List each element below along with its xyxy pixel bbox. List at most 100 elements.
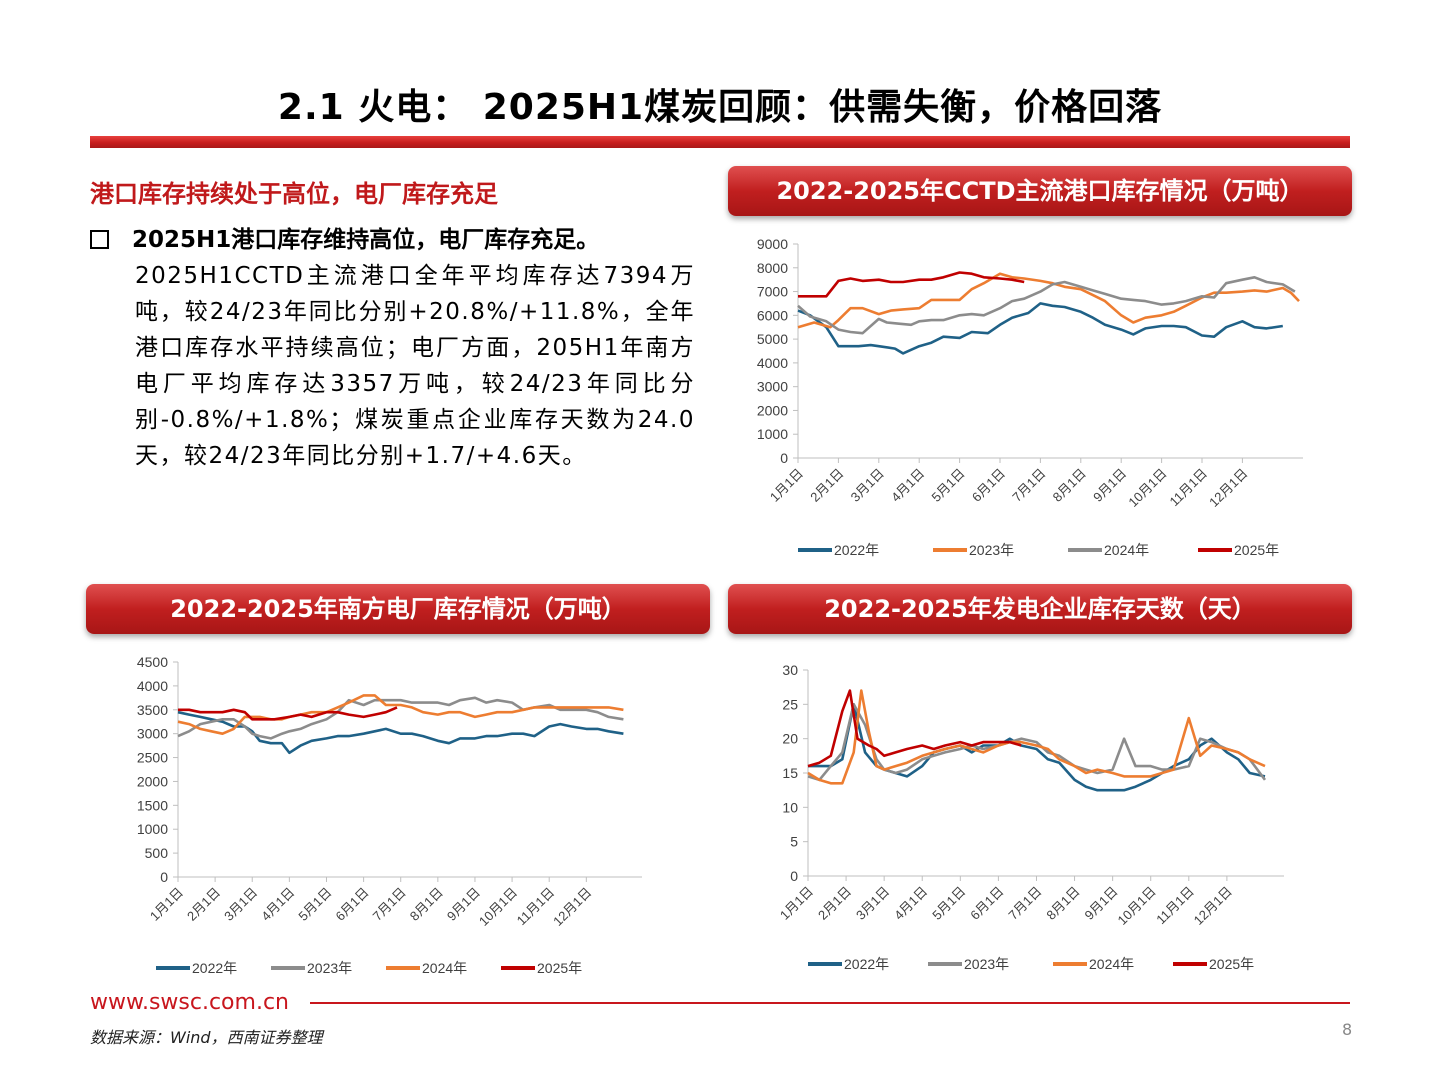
x-tick-label: 10月1日	[476, 885, 520, 929]
y-tick-label: 2500	[137, 750, 168, 766]
x-tick-label: 6月1日	[332, 885, 371, 924]
legend-label: 2024年	[1089, 956, 1134, 972]
y-tick-label: 6000	[757, 307, 788, 323]
plant-chart-title: 2022-2025年南方电厂库存情况（万吨）	[170, 595, 626, 623]
x-tick-label: 7月1日	[1009, 466, 1048, 505]
legend-label: 2022年	[192, 960, 237, 976]
legend-label: 2025年	[1209, 956, 1254, 972]
y-tick-label: 25	[782, 696, 798, 712]
x-tick-label: 1月1日	[147, 885, 186, 924]
x-tick-label: 2月1日	[815, 884, 854, 923]
port-inventory-chart: 0 1000 2000 3000 4000 5000 6000 7000 8000 9000 1月1…	[757, 236, 1303, 558]
y-tick-label: 5	[790, 834, 798, 850]
series-line-2023年	[177, 696, 624, 740]
x-tick-label: 7月1日	[1005, 884, 1044, 923]
y-tick-label: 15	[782, 765, 798, 781]
y-tick-label: 2000	[757, 402, 788, 418]
legend-label: 2023年	[307, 960, 352, 976]
y-tick-label: 1000	[757, 426, 788, 442]
plant-chart-header: 2022-2025年南方电厂库存情况（万吨）	[86, 584, 710, 634]
series-line-2022年	[797, 302, 1283, 355]
x-tick-label: 11月1日	[514, 885, 558, 929]
footer-url: www.swsc.com.cn	[90, 990, 289, 1015]
series-line-2023年	[807, 703, 1267, 782]
y-tick-label: 1500	[137, 797, 168, 813]
legend-label: 2025年	[1234, 542, 1279, 558]
data-source: 数据来源：Wind，西南证券整理	[90, 1028, 323, 1047]
x-tick-label: 10月1日	[1115, 884, 1159, 928]
y-tick-label: 8000	[757, 260, 788, 276]
legend-label: 2024年	[1104, 542, 1149, 558]
y-tick-label: 4000	[137, 678, 168, 694]
legend-label: 2022年	[844, 956, 889, 972]
x-tick-label: 2月1日	[184, 885, 223, 924]
x-tick-label: 4月1日	[888, 466, 927, 505]
y-tick-label: 30	[782, 662, 798, 678]
x-tick-label: 5月1日	[928, 466, 967, 505]
x-tick-label: 1月1日	[777, 884, 816, 923]
series-line-2025年	[807, 689, 1022, 768]
y-tick-label: 20	[782, 731, 798, 747]
x-tick-label: 4月1日	[258, 885, 297, 924]
checkbox-bullet-icon	[90, 230, 109, 249]
series-line-2024年	[807, 689, 1266, 785]
x-tick-label: 1月1日	[767, 466, 806, 505]
series-line-2023年	[797, 272, 1300, 329]
slide-title: 2.1 火电： 2025H1煤炭回顾：供需失衡，价格回落	[277, 87, 1163, 128]
days-chart-title: 2022-2025年发电企业库存天数（天）	[824, 595, 1256, 623]
x-tick-label: 5月1日	[929, 884, 968, 923]
x-tick-label: 6月1日	[967, 884, 1006, 923]
page-number: 8	[1342, 1020, 1353, 1039]
series-line-2025年	[178, 706, 398, 721]
y-tick-label: 4000	[757, 355, 788, 371]
days-chart-header: 2022-2025年发电企业库存天数（天）	[728, 584, 1352, 634]
y-tick-label: 2000	[137, 773, 168, 789]
bullet-body: 2025H1CCTD主流港口全年平均库存达7394万吨，较24/23年同比分别+…	[135, 263, 695, 469]
y-tick-label: 5000	[757, 331, 788, 347]
y-tick-label: 10	[782, 799, 798, 815]
legend-label: 2022年	[834, 542, 879, 558]
y-tick-label: 0	[160, 869, 168, 885]
x-tick-label: 9月1日	[1090, 466, 1129, 505]
footer-divider	[310, 1002, 1350, 1004]
x-tick-label: 2月1日	[807, 466, 846, 505]
x-tick-label: 8月1日	[1050, 466, 1089, 505]
x-tick-label: 12月1日	[1206, 466, 1250, 510]
y-tick-label: 500	[145, 845, 169, 861]
x-tick-label: 3月1日	[853, 884, 892, 923]
port-chart-title: 2022-2025年CCTD主流港口库存情况（万吨）	[776, 177, 1304, 205]
x-tick-label: 3月1日	[848, 466, 887, 505]
x-tick-label: 11月1日	[1166, 466, 1210, 510]
y-tick-label: 4500	[137, 654, 168, 670]
series-line-2025年	[798, 271, 1025, 298]
y-tick-label: 0	[790, 868, 798, 884]
y-tick-label: 0	[780, 450, 788, 466]
y-tick-label: 9000	[757, 236, 788, 252]
y-tick-label: 7000	[757, 284, 788, 300]
x-tick-label: 12月1日	[550, 885, 594, 929]
port-chart-header: 2022-2025年CCTD主流港口库存情况（万吨）	[728, 166, 1352, 216]
y-tick-label: 3000	[757, 379, 788, 395]
title-divider	[90, 136, 1350, 148]
x-tick-label: 11月1日	[1153, 884, 1197, 928]
y-tick-label: 3000	[137, 726, 168, 742]
y-tick-label: 3500	[137, 702, 168, 718]
x-tick-label: 3月1日	[221, 885, 260, 924]
y-tick-label: 1000	[137, 821, 168, 837]
x-tick-label: 8月1日	[1043, 884, 1082, 923]
inventory-days-chart: 0 5 10 15 20 25 30 1月1日2月1日3月1日4月1日5月1日6月1日7月1日…	[777, 662, 1284, 972]
section-heading: 港口库存持续处于高位，电厂库存充足	[90, 180, 498, 208]
legend-label: 2023年	[964, 956, 1009, 972]
x-tick-label: 8月1日	[407, 885, 446, 924]
plant-inventory-chart: 0 500 1000 1500 2000 2500 3000 3500 4000 4500 1月1日…	[137, 654, 642, 976]
legend-label: 2024年	[422, 960, 467, 976]
legend-label: 2023年	[969, 542, 1014, 558]
x-tick-label: 12月1日	[1191, 884, 1235, 928]
bullet-lead: 2025H1港口库存维持高位，电厂库存充足。	[132, 227, 600, 253]
series-line-2024年	[797, 276, 1296, 335]
x-tick-label: 6月1日	[969, 466, 1008, 505]
x-tick-label: 4月1日	[891, 884, 930, 923]
x-tick-label: 7月1日	[370, 885, 409, 924]
series-line-2024年	[177, 694, 624, 735]
legend-label: 2025年	[537, 960, 582, 976]
